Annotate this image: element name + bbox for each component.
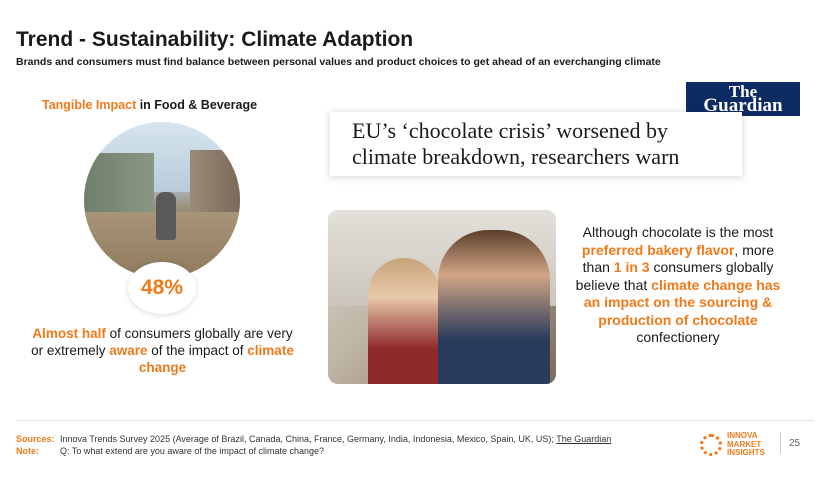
note-label: Note: <box>16 446 39 456</box>
left-heading-rest: in Food & Beverage <box>136 98 258 112</box>
stat-highlight-climate-change: climate change <box>138 343 294 375</box>
innova-logo-icon <box>700 433 722 456</box>
flood-street-photo <box>84 122 240 278</box>
brand-line1: INNOVA <box>727 431 758 440</box>
right-text-part: confectionery <box>636 329 720 345</box>
photo-buildings-left <box>84 153 155 224</box>
right-stat-text: Although chocolate is the most preferred… <box>572 224 784 347</box>
right-text-part: consumers globally believe that <box>575 259 774 293</box>
right-text-part: Although chocolate is the most <box>582 224 774 240</box>
photo-buildings-right <box>190 150 240 225</box>
sources-guardian-link[interactable]: The Guardian <box>556 434 612 444</box>
chocolate-family-photo <box>328 210 556 384</box>
note-line: Note: Q: To what extend are you aware of … <box>16 445 611 457</box>
innova-brand-text: INNOVA MARKET INSIGHTS <box>727 431 765 458</box>
brand-line3: INSIGHTS <box>727 448 765 457</box>
percent-badge: 48% <box>128 262 196 314</box>
footer-divider <box>16 420 814 421</box>
sources-text: Innova Trends Survey 2025 (Average of Br… <box>60 434 557 444</box>
left-stat-text: Almost half of consumers globally are ve… <box>30 325 295 376</box>
right-highlight-bakery-flavor: preferred bakery flavor <box>581 241 735 258</box>
guardian-logo: The Guardian <box>686 82 800 116</box>
photo-person-with-bicycle <box>156 192 176 240</box>
guardian-logo-line2: Guardian <box>703 95 783 116</box>
page-number-divider <box>780 432 781 454</box>
left-heading: Tangible Impact in Food & Beverage <box>42 98 257 112</box>
right-highlight-climate-impact: climate change has an impact on the sour… <box>583 276 781 328</box>
footer-notes: Sources: Innova Trends Survey 2025 (Avera… <box>16 433 611 457</box>
guardian-logo-line1: The <box>728 82 758 101</box>
photo-man <box>438 230 550 384</box>
sources-label: Sources: <box>16 434 55 444</box>
note-text: Q: To what extend are you aware of the i… <box>60 446 324 456</box>
slide-title: Trend - Sustainability: Climate Adaption <box>16 28 414 51</box>
left-heading-highlight: Tangible Impact <box>42 98 137 112</box>
stat-highlight-aware: aware <box>109 343 148 358</box>
guardian-headline: EU’s ‘chocolate crisis’ worsened by clim… <box>330 112 742 176</box>
slide-subtitle: Brands and consumers must find balance b… <box>16 56 661 68</box>
page-number: 25 <box>789 438 801 449</box>
right-text-part: , more than <box>582 241 775 276</box>
stat-highlight-almost-half: Almost half <box>32 326 106 341</box>
photo-girl <box>368 258 440 384</box>
right-highlight-1-in-3: 1 in 3 <box>613 259 650 275</box>
innova-brand: INNOVA MARKET INSIGHTS <box>700 431 765 458</box>
stat-text-part: of consumers globally are very or extrem… <box>31 326 293 358</box>
sources-line: Sources: Innova Trends Survey 2025 (Avera… <box>16 433 611 445</box>
stat-text-part: of the impact of <box>147 343 248 358</box>
brand-line2: MARKET <box>727 439 762 449</box>
